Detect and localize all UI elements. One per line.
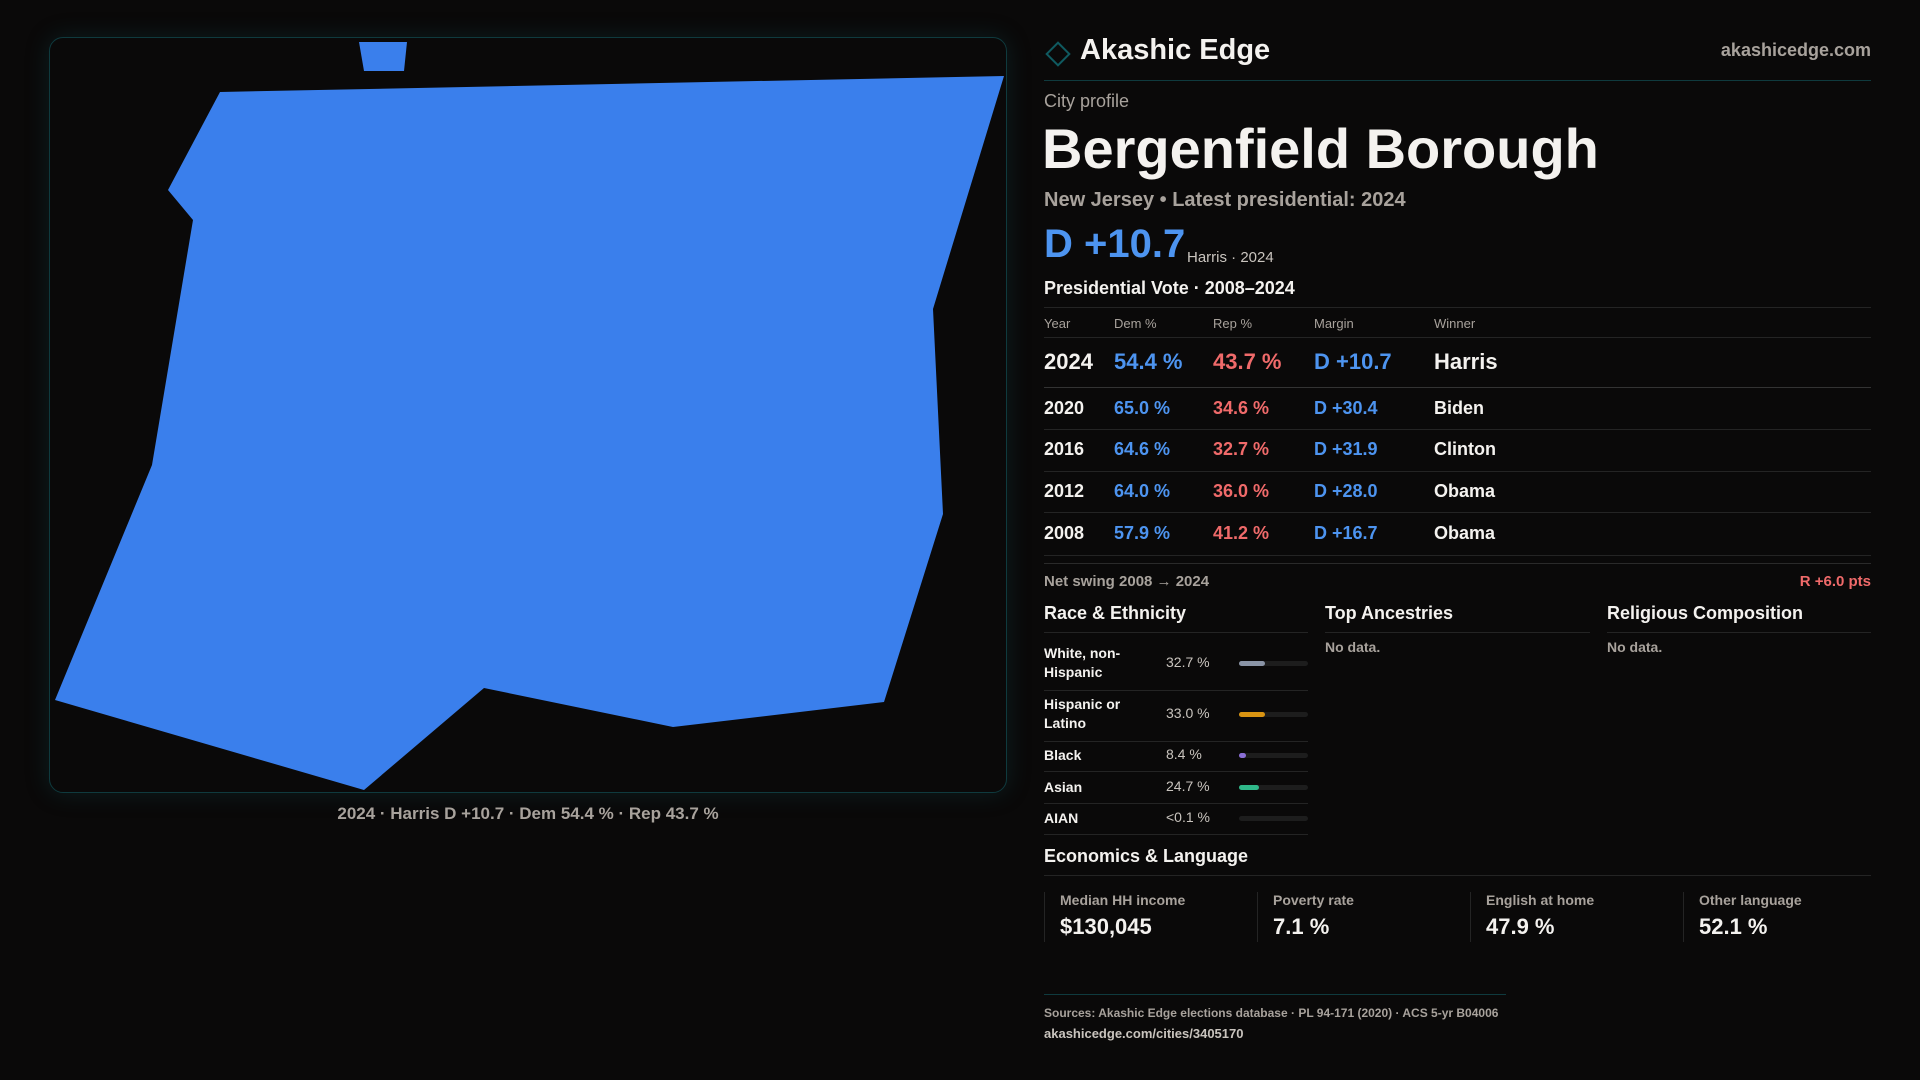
vote-rep: 43.7 % [1213, 349, 1282, 374]
col-header-rep: Rep % [1213, 316, 1253, 331]
vote-winner: Obama [1434, 523, 1496, 543]
stat-value: 52.1 % [1699, 914, 1768, 939]
map-caption: 2024 · Harris D +10.7 · Dem 54.4 % · Rep… [337, 804, 719, 823]
vote-rep: 34.6 % [1213, 398, 1270, 418]
page-kicker: City profile [1044, 91, 1130, 111]
col-header-dem: Dem % [1114, 316, 1157, 331]
col-header-year: Year [1044, 316, 1071, 331]
vote-dem: 65.0 % [1114, 398, 1171, 418]
vote-margin: D +30.4 [1314, 398, 1378, 418]
headline-margin-note: Harris · 2024 [1187, 249, 1274, 266]
race-bar [1239, 785, 1308, 790]
col-header-winner: Winner [1434, 316, 1476, 331]
headline-margin: D +10.7 [1044, 222, 1186, 266]
page-title: Bergenfield Borough [1042, 117, 1599, 180]
vote-dem: 54.4 % [1114, 349, 1183, 374]
race-bar-fill [1239, 661, 1265, 666]
diamond-logo-icon [1045, 41, 1071, 67]
stat-card: English at home 47.9 % [1470, 892, 1682, 942]
vote-year: 2024 [1044, 349, 1093, 374]
vote-dem: 57.9 % [1114, 523, 1171, 543]
economics-title: Economics & Language [1044, 846, 1249, 866]
page-subtitle: New Jersey • Latest presidential: 2024 [1044, 189, 1406, 211]
footer-sources: Sources: Akashic Edge elections database… [1044, 1006, 1499, 1020]
brand-name: Akashic Edge [1080, 34, 1271, 66]
vote-margin: D +10.7 [1314, 349, 1392, 374]
city-boundary-fragment[interactable] [359, 42, 407, 71]
net-swing-label: Net swing 2008 → 2024 [1044, 573, 1210, 590]
religion-empty: No data. [1607, 639, 1663, 655]
vote-winner: Harris [1434, 349, 1498, 374]
vote-year: 2016 [1044, 439, 1085, 459]
ancestries-title: Top Ancestries [1325, 603, 1454, 623]
brand-domain-link[interactable]: akashicedge.com [1720, 40, 1871, 60]
vote-dem: 64.0 % [1114, 481, 1171, 501]
stat-card: Median HH income $130,045 [1044, 892, 1256, 942]
race-label: AIAN [1044, 810, 1079, 826]
vote-winner: Biden [1434, 398, 1485, 418]
stat-label: English at home [1486, 892, 1595, 908]
race-value: <0.1 % [1166, 809, 1210, 825]
vote-rep: 32.7 % [1213, 439, 1270, 459]
stat-label: Poverty rate [1273, 892, 1354, 908]
city-boundary-main[interactable] [55, 76, 1004, 790]
vote-year: 2012 [1044, 481, 1085, 501]
race-label: White, non-Hispanic [1044, 645, 1121, 680]
vote-rep: 36.0 % [1213, 481, 1270, 501]
vote-year: 2008 [1044, 523, 1085, 543]
race-bar-fill [1239, 785, 1259, 790]
race-label: Hispanic or Latino [1044, 696, 1121, 731]
stat-card: Poverty rate 7.1 % [1257, 892, 1469, 942]
vote-dem: 64.6 % [1114, 439, 1171, 459]
race-value: 24.7 % [1166, 778, 1210, 794]
race-label: Black [1044, 747, 1082, 763]
race-bar [1239, 753, 1308, 758]
race-bar [1239, 816, 1308, 821]
footer-url-link[interactable]: akashicedge.com/cities/3405170 [1044, 1026, 1244, 1041]
race-bar [1239, 661, 1308, 666]
race-value: 33.0 % [1166, 705, 1210, 721]
vote-margin: D +28.0 [1314, 481, 1378, 501]
net-swing-value: R +6.0 pts [1799, 573, 1871, 590]
stat-card: Other language 52.1 % [1683, 892, 1895, 942]
stat-value: 47.9 % [1486, 914, 1555, 939]
race-label: Asian [1044, 779, 1083, 795]
presidential-title: Presidential Vote · 2008–2024 [1044, 278, 1295, 298]
map-frame [49, 37, 1007, 793]
race-value: 8.4 % [1166, 746, 1202, 762]
vote-rep: 41.2 % [1213, 523, 1270, 543]
stat-label: Median HH income [1060, 892, 1186, 908]
col-header-margin: Margin [1314, 316, 1354, 331]
race-bar-fill [1239, 712, 1266, 717]
stat-value: 7.1 % [1273, 914, 1330, 939]
vote-margin: D +16.7 [1314, 523, 1378, 543]
vote-year: 2020 [1044, 398, 1085, 418]
race-title: Race & Ethnicity [1044, 603, 1187, 623]
race-bar [1239, 712, 1308, 717]
stat-label: Other language [1699, 892, 1802, 908]
ancestries-empty: No data. [1325, 639, 1381, 655]
race-bar-fill [1239, 753, 1246, 758]
vote-winner: Clinton [1434, 439, 1496, 459]
religion-title: Religious Composition [1607, 603, 1803, 623]
vote-margin: D +31.9 [1314, 439, 1378, 459]
stat-value: $130,045 [1060, 914, 1152, 939]
vote-winner: Obama [1434, 481, 1496, 501]
race-value: 32.7 % [1166, 654, 1210, 670]
